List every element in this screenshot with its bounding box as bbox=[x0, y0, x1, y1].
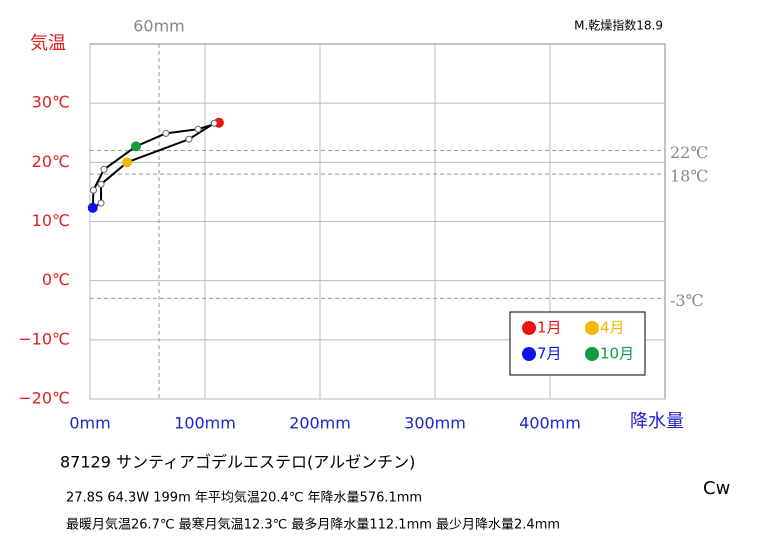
y-axis-label: 気温 bbox=[30, 33, 66, 54]
legend-label: 1月 bbox=[537, 319, 562, 337]
legend-marker bbox=[522, 347, 536, 361]
month-point bbox=[97, 199, 105, 207]
month-point bbox=[194, 125, 202, 133]
legend-marker bbox=[585, 321, 599, 335]
month-point bbox=[210, 119, 218, 127]
reference-label: -3℃ bbox=[670, 291, 703, 310]
month-point bbox=[87, 202, 98, 213]
y-tick-label: −10℃ bbox=[18, 329, 70, 348]
month-point bbox=[97, 180, 105, 188]
x-axis-label: 降水量 bbox=[630, 411, 684, 432]
info-line: 27.8S 64.3W 199m 年平均気温20.4℃ 年降水量576.1mm bbox=[66, 490, 422, 506]
reference-label: 18℃ bbox=[670, 167, 708, 186]
legend-label: 7月 bbox=[537, 345, 562, 363]
legend-label: 10月 bbox=[600, 345, 634, 363]
x-tick-label: 300mm bbox=[404, 414, 466, 433]
x-tick-label: 200mm bbox=[289, 414, 351, 433]
station: 87129 サンティアゴデルエステロ(アルゼンチン) bbox=[60, 453, 415, 472]
reference-label: 60mm bbox=[133, 17, 185, 36]
month-point bbox=[131, 141, 141, 152]
reference-label: 22℃ bbox=[670, 143, 708, 162]
month-point bbox=[122, 157, 133, 168]
y-tick-label: 20℃ bbox=[32, 152, 70, 171]
climate-class: Cw bbox=[703, 478, 730, 499]
legend-marker bbox=[585, 347, 599, 361]
y-tick-label: −20℃ bbox=[18, 389, 70, 408]
month-point bbox=[89, 186, 97, 194]
info-line: 最暖月気温26.7℃ 最寒月気温12.3℃ 最多月降水量112.1mm 最少月降… bbox=[66, 517, 560, 533]
legend-marker bbox=[522, 321, 536, 335]
x-tick-label: 100mm bbox=[174, 414, 236, 433]
y-tick-label: 10℃ bbox=[32, 211, 70, 230]
month-point bbox=[185, 135, 193, 143]
month-point bbox=[162, 129, 170, 137]
month-point bbox=[100, 165, 108, 173]
dryness-index: M.乾燥指数18.9 bbox=[574, 18, 663, 33]
y-tick-label: 30℃ bbox=[32, 93, 70, 112]
x-tick-label: 400mm bbox=[519, 414, 581, 433]
y-tick-label: 0℃ bbox=[42, 270, 70, 289]
x-tick-label: 0mm bbox=[69, 414, 110, 433]
legend-label: 4月 bbox=[600, 319, 625, 337]
